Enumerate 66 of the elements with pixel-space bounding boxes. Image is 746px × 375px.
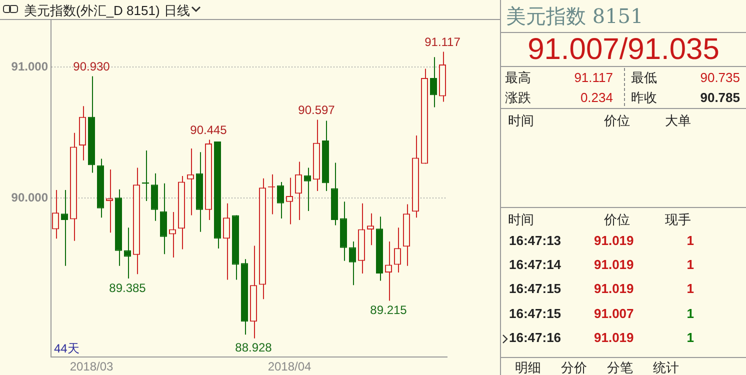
text: 时间 [508, 211, 534, 229]
candlestick [294, 161, 302, 220]
text: 价位 [604, 112, 630, 130]
annotation: 44天 [54, 341, 80, 356]
text: 涨跌 [505, 89, 531, 107]
text: 大单 [665, 112, 691, 130]
text: 美元指数 8151 [506, 3, 644, 30]
text: 统计 [653, 359, 679, 375]
candlestick [276, 182, 284, 220]
text: 最低 [631, 69, 657, 87]
text: 最高 [505, 69, 531, 87]
candlestick [348, 240, 356, 286]
text: 价位 [604, 211, 630, 229]
text: 昨收 [631, 89, 657, 107]
chart-title: 美元指数(外汇_D 8151) [24, 2, 160, 20]
text: 现手 [665, 211, 691, 229]
x-tick-label: 2018/03 [70, 360, 114, 374]
annotation: 88.928 [235, 340, 272, 355]
candlestick [168, 212, 176, 258]
candlestick [160, 182, 168, 255]
candlestick [366, 212, 374, 246]
annotation: 89.385 [109, 280, 146, 295]
annotation: 90.445 [190, 123, 228, 138]
candlestick [394, 227, 402, 274]
y-tick-label: 90.000 [11, 190, 48, 204]
text: 时间 [508, 112, 534, 130]
candlestick [384, 240, 392, 302]
text: 91.019 [594, 257, 634, 272]
text: 1 [686, 281, 694, 296]
text: 明细 [515, 359, 541, 375]
text: 1 [686, 306, 694, 321]
text: 分价 [561, 359, 587, 375]
candlestick [150, 172, 158, 222]
candlestick [222, 202, 230, 280]
text: 91.117 [574, 70, 613, 85]
candlestick [304, 167, 312, 212]
text: 90.785 [700, 90, 740, 105]
chart-subtitle: 日线 [164, 2, 190, 20]
y-tick-label: 91.000 [11, 59, 48, 74]
candlestick [124, 227, 132, 280]
annotation: 90.930 [73, 60, 110, 74]
text: 16:47:16 [509, 330, 562, 345]
text: 1 [686, 330, 694, 345]
text: 16:47:13 [509, 233, 562, 248]
candlestick [60, 190, 68, 266]
candlestick [430, 56, 438, 108]
text: 16:47:14 [509, 257, 562, 272]
text: 16:47:15 [509, 281, 562, 296]
annotation: 89.215 [370, 303, 408, 318]
annotation: 91.117 [424, 35, 461, 50]
text: 91.019 [594, 233, 634, 248]
candlestick [186, 148, 194, 216]
x-tick-label: 2018/04 [268, 360, 312, 374]
text: 0.234 [580, 90, 613, 105]
text: 91.019 [594, 281, 634, 296]
text: 1 [686, 257, 694, 272]
text: 91.007/91.035 [526, 33, 720, 67]
candlestick [52, 190, 60, 240]
text: 1 [686, 233, 694, 248]
text: 分笔 [607, 359, 633, 375]
text: 91.019 [594, 330, 634, 345]
text: 91.007 [594, 306, 634, 321]
candlestick [286, 177, 294, 225]
text: 90.735 [700, 70, 740, 85]
text: 16:47:15 [509, 306, 562, 321]
annotation: 90.597 [298, 103, 336, 118]
